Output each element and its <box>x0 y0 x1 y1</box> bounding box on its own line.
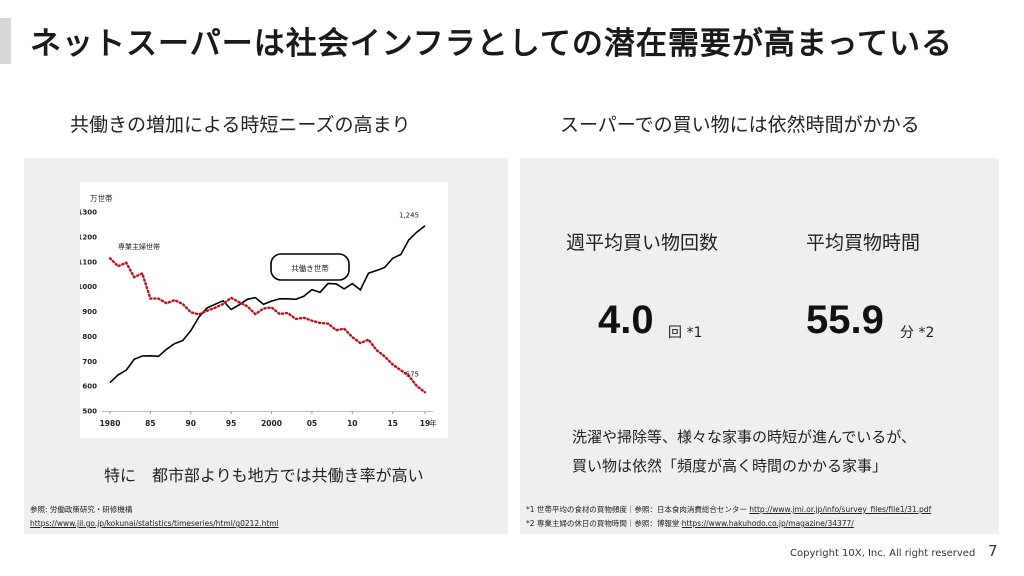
right-reference-2-text: *2 専業主婦の休日の買物時間｜参照：博報堂 <box>526 519 682 528</box>
x-tick-label: 1980 <box>100 419 121 428</box>
y-tick-label: 600 <box>82 383 97 391</box>
x-tick-label: 95 <box>226 419 236 428</box>
left-reference-source: 参照: 労働政策研究・研修機構 <box>30 505 133 514</box>
x-tick-label: 05 <box>307 419 317 428</box>
note-line-2: 買い物は依然「頻度が高く時間のかかる家事」 <box>572 457 888 475</box>
series-housewife-line <box>108 257 427 394</box>
y-tick-label: 700 <box>82 358 97 366</box>
x-tick-label: 10 <box>347 419 357 428</box>
slide-title: ネットスーパーは社会インフラとしての潜在需要が高まっている <box>30 26 954 62</box>
left-reference-link[interactable]: https://www.jil.go.jp/kokunai/statistics… <box>30 519 279 528</box>
title-accent-bar <box>0 18 11 64</box>
y-axis-label: 万世帯 <box>90 193 113 203</box>
dual-income-series-label: 共働き世帯 <box>291 263 329 273</box>
x-axis-label: 年 <box>429 418 437 428</box>
y-tick-label: 900 <box>82 308 97 316</box>
series-dual-income-line <box>109 225 426 384</box>
page-number: 7 <box>988 542 998 560</box>
right-heading: スーパーでの買い物には依然時間がかかる <box>560 114 920 136</box>
x-tick-label: 15 <box>387 419 397 428</box>
housewife-series-label: 専業主婦世帯 <box>118 242 160 251</box>
note-line-1: 洗濯や掃除等、様々な家事の時短が進んでいるが、 <box>572 428 916 446</box>
x-tick-label: 85 <box>145 419 155 428</box>
left-caption: 特に 都市部よりも地方では共働き率が高い <box>104 466 424 485</box>
metric-shopping-time-label: 平均買物時間 <box>806 232 921 254</box>
right-reference-1-link[interactable]: http://www.jmi.or.jp/info/survey_files/f… <box>749 505 932 514</box>
metric-shopping-time-value: 55.9 <box>806 298 884 342</box>
copyright-footer: Copyright 10X, Inc. All right reserved <box>790 548 976 559</box>
left-heading: 共働きの増加による時短ニーズの高まり <box>70 114 411 136</box>
y-tick-label: 1200 <box>80 233 97 241</box>
metric-shopping-time-unit: 分 *2 <box>900 325 935 341</box>
right-reference-2-link[interactable]: https://www.hakuhodo.co.jp/magazine/3437… <box>681 519 854 528</box>
right-panel <box>520 158 999 534</box>
x-tick-label: 90 <box>186 419 196 428</box>
dual-income-end-label: 1,245 <box>399 212 419 220</box>
y-tick-label: 500 <box>82 408 97 416</box>
dual-income-label-box <box>270 253 350 281</box>
housewife-end-label: 575 <box>406 370 419 378</box>
y-tick-label: 800 <box>82 333 97 341</box>
metric-weekly-visits-value: 4.0 <box>598 298 654 342</box>
right-reference-1-text: *1 世帯平均の食材の買物頻度｜参照：日本食肉消費総合センター <box>526 505 750 514</box>
y-tick-label: 1100 <box>80 258 97 266</box>
x-tick-label: 2000 <box>261 419 282 428</box>
y-tick-label: 1300 <box>80 209 97 217</box>
metric-weekly-visits-label: 週平均買い物回数 <box>566 232 719 254</box>
metric-weekly-visits-unit: 回 *1 <box>668 325 703 341</box>
x-tick-label: 19 <box>420 419 430 428</box>
